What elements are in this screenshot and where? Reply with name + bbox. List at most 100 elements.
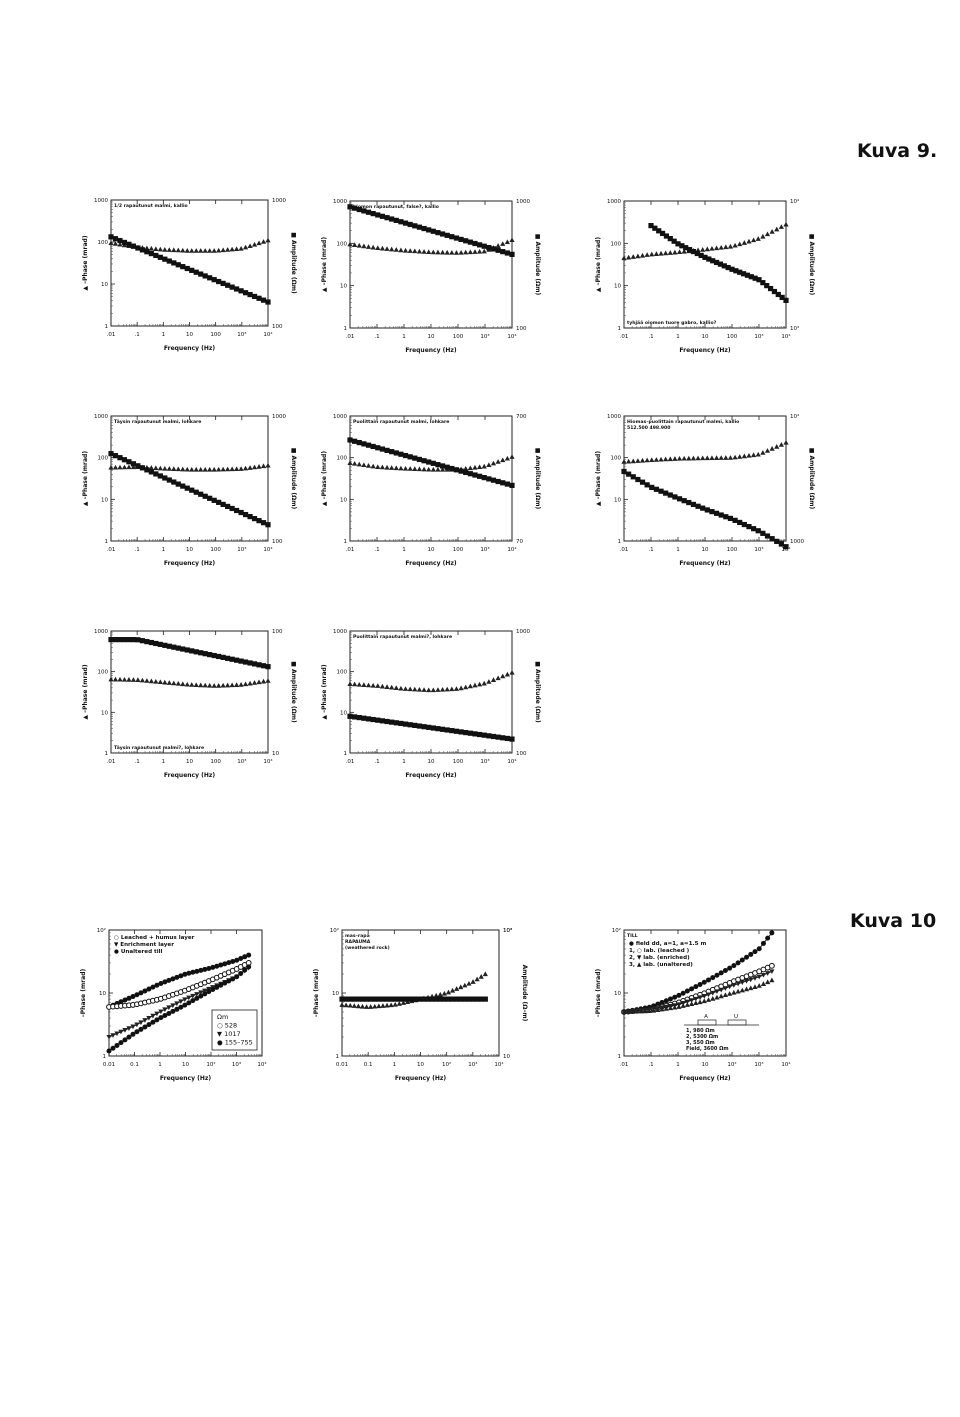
data-point (384, 718, 390, 725)
data-point (639, 457, 646, 463)
chart-1: .01 .1 1 10 100 10³ 10⁴ 1 10 100 1000 100 1000 Freque… (82, 198, 297, 352)
data-point (453, 235, 460, 241)
y2-tick-label: 1000 (272, 198, 286, 204)
data-point (242, 681, 249, 687)
x-tick-label: 100 (210, 332, 221, 338)
data-point (663, 1006, 669, 1011)
data-point (426, 459, 432, 465)
data-point (135, 637, 141, 643)
data-point (247, 513, 253, 520)
data-point (680, 990, 686, 996)
data-point (184, 466, 190, 472)
data-point (230, 958, 236, 964)
data-point (112, 453, 119, 459)
data-point (704, 455, 710, 461)
data-point (454, 996, 460, 1002)
annotation: A (704, 1014, 708, 1020)
data-point (207, 495, 213, 501)
data-point (380, 1003, 386, 1008)
data-point (667, 1005, 674, 1011)
data-point (748, 977, 754, 983)
data-point (355, 996, 361, 1002)
y-tick-label: 1 (105, 751, 109, 757)
x-tick-label: 1 (676, 547, 680, 553)
data-point (171, 479, 177, 485)
data-point (211, 497, 217, 503)
data-point (148, 639, 154, 646)
data-point (238, 466, 244, 471)
data-point (449, 987, 456, 993)
x-tick-label: 1 (402, 547, 406, 553)
x-tick-label: 1 (162, 759, 166, 765)
series-2 (106, 960, 252, 1010)
data-point (733, 268, 739, 274)
data-point (343, 1002, 349, 1008)
data-point (260, 663, 267, 669)
data-point (470, 979, 476, 984)
data-point (122, 1037, 128, 1043)
data-point (439, 686, 446, 692)
data-point (735, 960, 741, 966)
data-point (671, 238, 677, 244)
data-point (146, 1015, 152, 1021)
y2-tick-label: 1000 (516, 629, 530, 635)
data-point (752, 949, 758, 955)
data-point (238, 970, 244, 976)
data-point (695, 503, 701, 509)
data-point (680, 1003, 686, 1008)
data-point (379, 718, 385, 724)
chart-7: .01 .1 1 10 100 10³ 10⁴ 1 10 100 1000 10 100 Frequenc… (82, 629, 297, 779)
data-point (764, 283, 770, 289)
data-point (755, 236, 761, 241)
y-axis-label: ▲ –Phase (mrad) (321, 664, 328, 719)
data-point (672, 1004, 678, 1010)
data-point (343, 996, 349, 1002)
chart-8: .01 .1 1 10 100 10³ 10⁴ 1 10 100 1000 100 1000 Freque… (321, 629, 541, 779)
data-point (693, 984, 699, 990)
x-tick-label: .1 (135, 547, 140, 553)
y2-tick-label: 1000 (516, 199, 530, 205)
data-point (667, 250, 673, 255)
data-point (658, 456, 664, 462)
data-point (260, 520, 267, 526)
data-point (114, 1042, 120, 1048)
data-point (157, 465, 163, 471)
data-point (778, 541, 784, 547)
data-point (166, 247, 172, 252)
x-axis-label: Frequency (Hz) (395, 1075, 446, 1082)
data-point (718, 993, 724, 999)
data-point (435, 230, 441, 236)
data-point (402, 452, 409, 459)
x-tick-label: 1 (402, 334, 406, 340)
data-point (760, 981, 767, 986)
data-point (166, 1010, 172, 1016)
data-point (207, 682, 213, 688)
y-axis-label: ▲ –Phase (mrad) (82, 664, 89, 719)
chart-10: 0.01 0.1 1 10 10² 10³ 10⁴11010²1010²10³Frequen… (313, 927, 528, 1082)
data-point (709, 245, 715, 251)
data-point (710, 996, 716, 1001)
data-point (727, 515, 734, 522)
x-tick-label: 0.1 (364, 1062, 373, 1068)
data-point (481, 463, 487, 469)
data-point (710, 258, 716, 264)
data-point (769, 969, 775, 975)
data-point (242, 290, 249, 296)
data-point (672, 994, 678, 1000)
data-point (495, 243, 501, 248)
data-point (153, 640, 159, 647)
data-point (256, 240, 262, 246)
data-point (110, 1045, 116, 1051)
data-point (412, 686, 418, 692)
data-point (500, 480, 506, 486)
chart-title: (weathered rock) (345, 945, 390, 951)
data-point (130, 677, 137, 682)
data-point (634, 1008, 640, 1014)
x-tick-label: 10 (702, 547, 709, 553)
data-point (238, 658, 244, 664)
data-point (370, 211, 376, 217)
x-tick-label: 10 (182, 1062, 189, 1068)
x-tick-label: 1 (162, 332, 166, 338)
data-point (416, 466, 423, 472)
data-point (706, 977, 712, 983)
